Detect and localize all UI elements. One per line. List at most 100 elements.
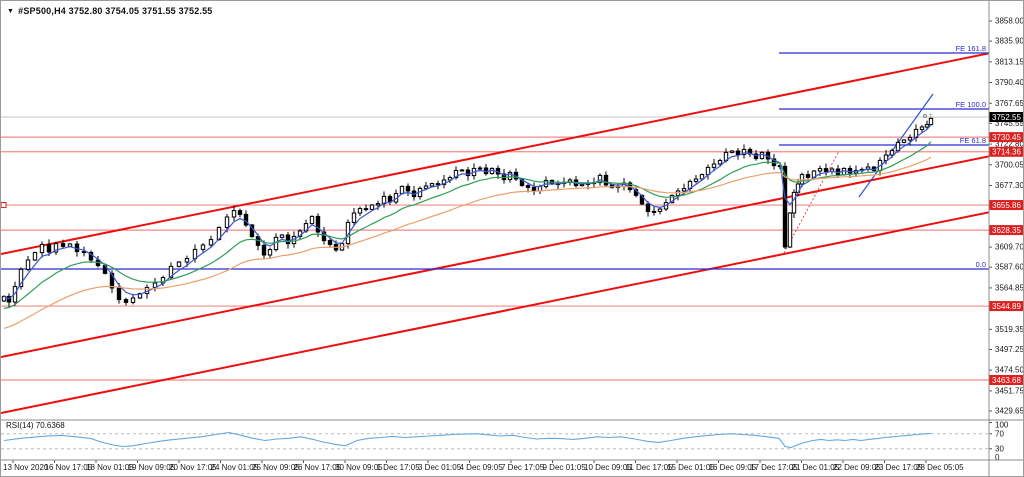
price-axis-label: 3474.50	[995, 366, 1024, 375]
candle-body	[693, 178, 699, 182]
time-axis-label: 7 Dec 17:05	[501, 463, 545, 472]
price-axis-background[interactable]	[989, 1, 1024, 477]
price-axis-label: 3451.75	[995, 386, 1024, 395]
time-axis-label: 9 Dec 01:05	[543, 463, 587, 472]
candle-body	[924, 124, 930, 128]
candle-body	[753, 153, 759, 160]
time-axis-label: 30 Nov 09:05	[335, 463, 383, 472]
candle-body	[130, 297, 136, 303]
ma-mid	[3, 141, 932, 309]
candle-body	[907, 137, 913, 141]
trend-channel-line[interactable]	[1, 204, 1024, 414]
candle-body	[176, 261, 182, 267]
candle-body	[285, 234, 291, 245]
candle-body	[208, 239, 214, 246]
candle-body	[459, 169, 465, 172]
candle-body	[249, 224, 255, 238]
fib-level-label: FE 61.8	[960, 136, 986, 145]
price-axis-label: 3835.90	[995, 37, 1024, 46]
candle-body	[759, 151, 765, 160]
line-anchor-marker[interactable]	[1, 202, 7, 209]
time-axis-label: 16 Nov 17:05	[45, 463, 93, 472]
candle-body	[81, 251, 87, 254]
symbol-ohlc-text: #SP500,H4 3752.80 3754.05 3751.55 3752.5…	[18, 6, 213, 16]
rsi-indicator-label: RSI(14) 70.6368	[6, 421, 65, 430]
price-axis-label: 3790.40	[995, 78, 1024, 87]
candle-body	[901, 139, 907, 143]
time-axis-label: 24 Nov 01:05	[211, 463, 259, 472]
fib-level-label: 0.0	[976, 260, 986, 269]
price-axis-label: 3858.00	[995, 17, 1024, 26]
candle-body	[137, 293, 143, 299]
candle-body	[477, 167, 483, 170]
price-level-badge-label: 3628.35	[992, 226, 1021, 235]
last-candle-marker-icon	[923, 114, 927, 118]
candle-body	[531, 186, 537, 192]
price-level-badge	[989, 112, 1023, 123]
candle-body	[18, 268, 24, 288]
candle-body	[453, 169, 459, 179]
price-level-badge	[989, 301, 1023, 312]
rsi-axis-label: 30	[995, 444, 1004, 453]
candle-body	[25, 259, 31, 270]
price-axis-label: 3519.35	[995, 325, 1024, 334]
time-axis-label: 10 Dec 09:05	[584, 463, 632, 472]
time-axis-label: 17 Dec 17:05	[750, 463, 798, 472]
candle-body	[279, 234, 285, 238]
trend-channel-line[interactable]	[1, 45, 1024, 255]
time-axis-label: 1 Dec 17:05	[377, 463, 421, 472]
time-axis-label: 20 Nov 17:05	[169, 463, 217, 472]
candle-body	[645, 203, 651, 213]
price-level-badge-label: 3463.68	[992, 376, 1021, 385]
candle-body	[483, 167, 489, 175]
candle-body	[681, 188, 687, 192]
candle-body	[729, 150, 735, 153]
candle-body	[928, 117, 934, 126]
time-axis-label: 13 Nov 2020	[3, 463, 49, 472]
candle-body	[447, 177, 453, 181]
candle-body	[315, 215, 321, 233]
candle-body	[116, 287, 122, 301]
candle-body	[597, 174, 603, 184]
fib-base-dotted-line[interactable]	[783, 150, 840, 254]
candle-body	[791, 191, 797, 214]
time-axis-label: 3 Dec 01:05	[418, 463, 462, 472]
candle-body	[787, 212, 793, 248]
candle-body	[817, 168, 823, 172]
trend-channel-line[interactable]	[1, 148, 1024, 358]
chart-dropdown-icon[interactable]: ▼	[7, 8, 15, 15]
candle-body	[46, 243, 52, 253]
price-level-badge-label: 3655.86	[992, 201, 1021, 210]
candle-body	[889, 150, 895, 156]
rsi-axis-label: 100	[995, 421, 1009, 430]
candle-body	[919, 126, 925, 130]
candle-body	[327, 240, 333, 245]
candle-body	[579, 183, 585, 187]
candle-body	[711, 163, 717, 168]
time-axis-label: 28 Dec 05:05	[916, 463, 964, 472]
candle-body	[435, 183, 441, 186]
ma-slow	[3, 156, 932, 329]
candle-body	[88, 251, 94, 261]
price-level-badge	[989, 225, 1023, 236]
candle-body	[782, 165, 788, 248]
time-axis-label: 23 Dec 17:05	[875, 463, 923, 472]
candle-body	[805, 174, 811, 178]
rsi-axis-label: 70	[995, 429, 1004, 438]
candle-body	[32, 252, 38, 261]
candle-body	[123, 299, 129, 303]
candle-body	[375, 203, 381, 206]
candle-body	[465, 169, 471, 177]
price-axis-label: 3745.55	[995, 119, 1024, 128]
time-axis-label: 22 Dec 09:05	[833, 463, 881, 472]
candle-body	[735, 150, 741, 156]
price-axis-label: 3587.60	[995, 263, 1024, 272]
price-level-badge-label: 3714.36	[992, 148, 1021, 157]
candle-body	[39, 243, 45, 254]
price-axis-label: 3722.80	[995, 140, 1024, 149]
price-axis-label: 3429.65	[995, 407, 1024, 416]
time-axis-label: 15 Dec 01:05	[667, 463, 715, 472]
candle-body	[237, 210, 243, 215]
